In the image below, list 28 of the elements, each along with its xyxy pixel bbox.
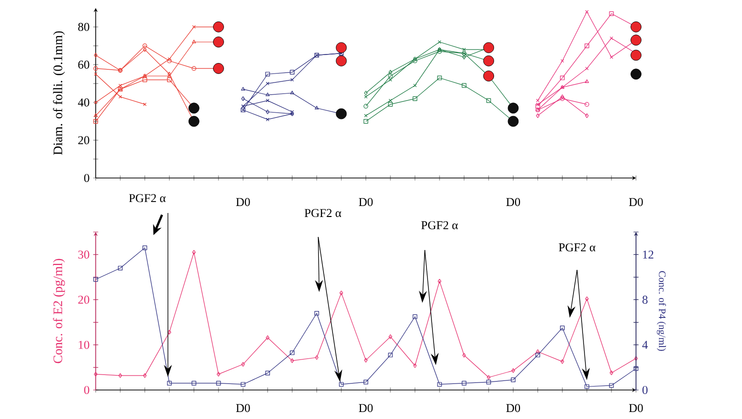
x-tick-label: D0 [506,404,520,412]
y2-tick-label: 0 [642,386,648,394]
annotation: PGF2 α [558,243,596,252]
x-tick-label: D0 [236,404,250,412]
x-tick-label: D0 [629,198,643,206]
x-tick-label: D0 [236,198,250,206]
text: PGF2 α [421,221,458,230]
text: PGF2 α [129,194,166,202]
y-tick-label: 20 [78,136,90,144]
y-tick-label: 40 [78,98,90,106]
y-tick-label: 0 [84,174,90,182]
y-tick-label: 10 [78,340,90,349]
text: PGF2 α [304,209,342,218]
y2-tick-label: 4 [642,340,648,349]
y-tick-label: 0 [84,386,90,394]
y2-axis-title: Conc. of P4 (ng/ml) [656,271,666,351]
y2-tick-label: 8 [642,296,648,304]
y2-tick-label: 12 [643,250,654,259]
y-tick-label: 80 [78,22,90,31]
x-tick-label: D0 [506,198,520,206]
y-tick-label: 20 [78,296,90,304]
y-axis-title: Diam. of folli. (0.1mm) [53,31,65,155]
x-tick-label: D0 [358,198,373,206]
x-tick-label: D0 [629,404,643,412]
y-tick-label: 60 [78,60,90,69]
y-axis-title: Conc. of E2 (pg/ml) [52,258,65,364]
y-tick-label: 30 [78,250,90,259]
x-tick-label: D0 [358,404,373,412]
